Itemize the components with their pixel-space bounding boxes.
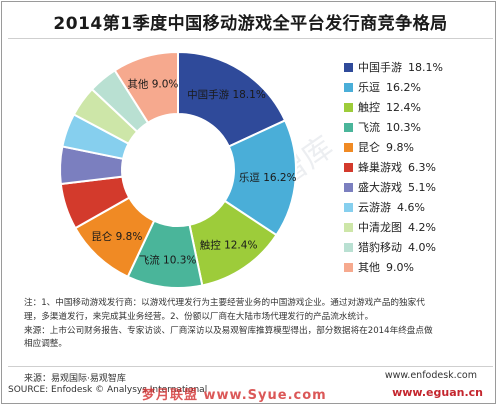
legend-label: 昆仑	[358, 141, 380, 154]
pie-slice-10	[113, 50, 179, 125]
legend-swatch	[344, 262, 353, 272]
legend-item-5: 蜂巢游戏 6.3%	[344, 158, 494, 178]
legend-value: 5.1%	[408, 181, 436, 194]
legend-value: 4.0%	[408, 241, 436, 254]
legend-swatch	[344, 202, 353, 212]
source-en: SOURCE: Enfodesk © Analysys Internationa…	[8, 385, 208, 395]
legend-label: 中清龙图	[358, 221, 402, 234]
title-divider	[8, 38, 493, 39]
legend-value: 10.3%	[386, 121, 421, 134]
chart-title: 2014第1季度中国移动游戏全平台发行商竞争格局	[53, 14, 448, 34]
legend-item-9: 猎豹移动 4.0%	[344, 238, 494, 258]
legend-value: 6.3%	[408, 161, 436, 174]
footnotes: 注：1、中国移动游戏发行商：以游戏代理发行为主要经营业务的中国游戏企业。通过对游…	[24, 297, 486, 352]
legend-item-0: 中国手游 18.1%	[344, 58, 494, 78]
legend-item-7: 云游游 4.6%	[344, 198, 494, 218]
legend-item-2: 触控 12.4%	[344, 98, 494, 118]
slice-label-4: 昆仑 9.8%	[91, 230, 142, 243]
legend-label: 云游游	[358, 201, 391, 214]
footnote-line-3: 来源：上市公司财务报告、专家访谈、厂商深访以及易观智库推算模型得出，部分数据将在…	[24, 325, 433, 336]
slice-label-1: 乐逗 16.2%	[239, 172, 297, 184]
chart-legend: 中国手游 18.1% 乐逗 16.2% 触控 12.4% 飞流 10.3% 昆仑 9.8% 蜂巢游戏…	[344, 58, 494, 278]
footnote-line-1: 注：1、中国移动游戏发行商：以游戏代理发行为主要经营业务的中国游戏企业。通过对游…	[24, 298, 425, 308]
source-cn: 来源：易观国际·易观智库	[24, 374, 126, 384]
footnote-line-2: 理，多渠道发行，来完成其业务经营。2、份额以厂商在大陆市场代理发行的产品流水统计…	[24, 311, 374, 322]
legend-swatch	[344, 62, 353, 72]
legend-label: 飞流	[358, 121, 380, 134]
footer-divider	[8, 366, 493, 367]
footnote-line-4: 相应调整。	[24, 339, 67, 350]
legend-swatch	[344, 242, 353, 252]
watermark-bottom: 梦月联盟 www.Syue.com	[142, 388, 327, 403]
slice-label-0: 中国手游 18.1%	[187, 88, 266, 101]
slice-label-2: 触控 12.4%	[200, 238, 258, 251]
legend-swatch	[344, 222, 353, 232]
legend-value: 12.4%	[386, 101, 421, 114]
slice-label-3: 飞流 10.3%	[139, 253, 197, 266]
legend-value: 9.8%	[386, 141, 414, 154]
legend-value: 16.2%	[386, 81, 421, 94]
legend-swatch	[344, 82, 353, 92]
slice-label-10: 其他 9.0%	[127, 78, 178, 91]
legend-item-8: 中清龙图 4.2%	[344, 218, 494, 238]
legend-label: 蜂巢游戏	[358, 161, 402, 174]
legend-swatch	[344, 122, 353, 132]
legend-label: 中国手游	[358, 61, 402, 74]
legend-value: 18.1%	[408, 61, 443, 74]
legend-value: 4.6%	[397, 201, 425, 214]
enfodesk-url: www.enfodesk.com	[384, 370, 477, 381]
legend-swatch	[344, 142, 353, 152]
legend-swatch	[344, 182, 353, 192]
legend-label: 盛大游戏	[358, 181, 402, 194]
legend-item-4: 昆仑 9.8%	[344, 138, 494, 158]
donut-chart: 中国手游 18.1% 乐逗 16.2% 触控 12.4%飞流 10.3% 昆仑 9.8…	[59, 50, 297, 289]
legend-item-3: 飞流 10.3%	[344, 118, 494, 138]
legend-item-6: 盛大游戏 5.1%	[344, 178, 494, 198]
eguan-url: www.eguan.cn	[392, 386, 483, 399]
legend-value: 9.0%	[386, 261, 414, 274]
legend-swatch	[344, 162, 353, 172]
legend-label: 触控	[358, 101, 380, 114]
legend-swatch	[344, 102, 353, 112]
legend-value: 4.2%	[408, 221, 436, 234]
legend-item-10: 其他 9.0%	[344, 258, 494, 278]
legend-item-1: 乐逗 16.2%	[344, 78, 494, 98]
legend-label: 乐逗	[358, 81, 380, 94]
legend-label: 猎豹移动	[358, 241, 402, 254]
legend-label: 其他	[358, 261, 380, 274]
